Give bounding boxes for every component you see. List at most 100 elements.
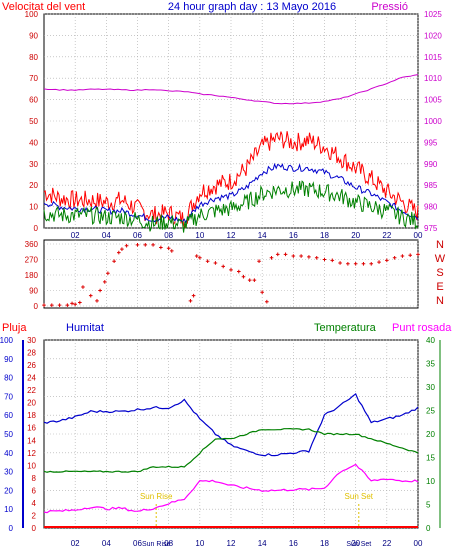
humidity-y-tick: 70: [4, 392, 13, 401]
humidity-y-tick: 10: [4, 505, 13, 514]
wind-speed-label: Velocitat del vent: [2, 1, 85, 13]
dewpoint-label: Punt rosada: [392, 322, 452, 334]
hour-tick: 16: [289, 231, 298, 240]
direction-point: [102, 280, 107, 284]
pressure-y-tick: 980: [424, 203, 438, 212]
humidity-y-tick: 0: [9, 524, 14, 533]
sun-event-label: Sun Set: [345, 492, 374, 501]
hour-tick: 06: [133, 231, 142, 240]
wind-y-tick: 30: [29, 160, 38, 169]
rain-y-tick: 6: [32, 486, 37, 495]
direction-point: [198, 255, 202, 260]
pressure-y-tick: 1005: [424, 96, 442, 105]
gust-wind-line: [43, 131, 419, 229]
direction-y-tick: 90: [29, 287, 38, 296]
direction-point: [65, 303, 70, 307]
direction-point: [257, 259, 261, 264]
pressure-line: [43, 74, 419, 105]
direction-point: [283, 252, 288, 257]
direction-point: [400, 254, 405, 258]
humidity-y-tick: 60: [4, 411, 13, 420]
hour-tick: 04: [102, 231, 111, 240]
hour-tick: 18: [320, 231, 329, 240]
rain-label: Pluja: [2, 322, 27, 334]
rain-y-tick: 2: [32, 511, 37, 520]
direction-point: [247, 278, 252, 282]
direction-point: [291, 254, 296, 258]
direction-point: [120, 247, 124, 251]
direction-point: [392, 255, 397, 260]
min-wind-line: [43, 180, 419, 233]
direction-point: [346, 262, 350, 266]
pressure-y-tick: 985: [424, 181, 438, 190]
pressure-y-tick: 990: [424, 160, 438, 169]
hour-tick: 08: [164, 231, 173, 240]
temperature-y-tick: 30: [426, 383, 435, 392]
sun-event-axis-label: Sun Rise: [142, 541, 171, 548]
direction-point: [338, 261, 342, 265]
direction-point: [151, 243, 155, 247]
pressure-y-tick: 1010: [424, 74, 442, 83]
hour-tick: 00: [414, 539, 423, 548]
hour-tick: 04: [102, 539, 111, 548]
pressure-y-tick: 1025: [424, 10, 442, 19]
pressure-y-tick: 1000: [424, 117, 442, 126]
direction-point: [252, 278, 257, 282]
direction-point: [377, 260, 381, 264]
temperature-y-tick: 0: [426, 524, 431, 533]
wind-y-tick: 70: [29, 74, 38, 83]
direction-point: [135, 243, 140, 247]
direction-point: [314, 255, 319, 260]
humidity-y-tick: 50: [4, 430, 13, 439]
direction-point: [385, 258, 389, 263]
direction-point: [188, 299, 193, 303]
temperature-y-tick: 15: [426, 454, 435, 463]
direction-point: [265, 299, 269, 304]
direction-point: [112, 259, 116, 264]
avg-wind-line: [43, 162, 419, 224]
direction-point: [416, 252, 420, 257]
temperature-y-tick: 5: [426, 501, 431, 510]
direction-point: [213, 261, 218, 265]
hour-tick: 22: [382, 231, 391, 240]
direction-point: [330, 258, 335, 263]
humidity-y-tick: 40: [4, 449, 13, 458]
direction-point: [143, 243, 148, 247]
direction-point: [81, 285, 85, 289]
humidity-y-tick: 80: [4, 374, 13, 383]
hour-tick: 02: [71, 231, 80, 240]
hour-tick: 16: [289, 539, 298, 548]
hour-tick: 20: [351, 231, 360, 240]
direction-point: [73, 302, 77, 307]
rain-y-tick: 28: [27, 349, 36, 358]
rain-y-tick: 24: [27, 374, 36, 383]
direction-point: [221, 264, 226, 269]
direction-point: [353, 262, 358, 266]
rain-y-tick: 30: [27, 336, 36, 345]
wind-y-tick: 90: [29, 31, 38, 40]
hour-tick: 06: [133, 539, 142, 548]
hour-tick: 14: [258, 539, 267, 548]
compass-label: S: [436, 267, 443, 279]
rain-y-tick: 16: [27, 424, 36, 433]
direction-point: [166, 246, 171, 251]
hour-tick: 10: [195, 231, 204, 240]
direction-point: [169, 249, 174, 253]
hour-tick: 14: [258, 231, 267, 240]
humidity-y-tick: 90: [4, 355, 13, 364]
temperature-y-tick: 40: [426, 336, 435, 345]
sun-event-label: Sun Rise: [140, 492, 173, 501]
pressure-y-tick: 995: [424, 138, 438, 147]
pressure-label: Pressió: [371, 1, 408, 13]
direction-point: [307, 255, 311, 259]
chart-title: 24 hour graph day : 13 Mayo 2016: [168, 1, 336, 13]
direction-point: [229, 268, 233, 272]
direction-point: [98, 288, 102, 293]
humidity-y-tick: 100: [0, 336, 14, 345]
direction-point: [88, 293, 93, 298]
direction-point: [42, 303, 46, 307]
hour-tick: 08: [164, 539, 173, 548]
temperature-line: [43, 427, 419, 473]
direction-point: [322, 257, 327, 262]
